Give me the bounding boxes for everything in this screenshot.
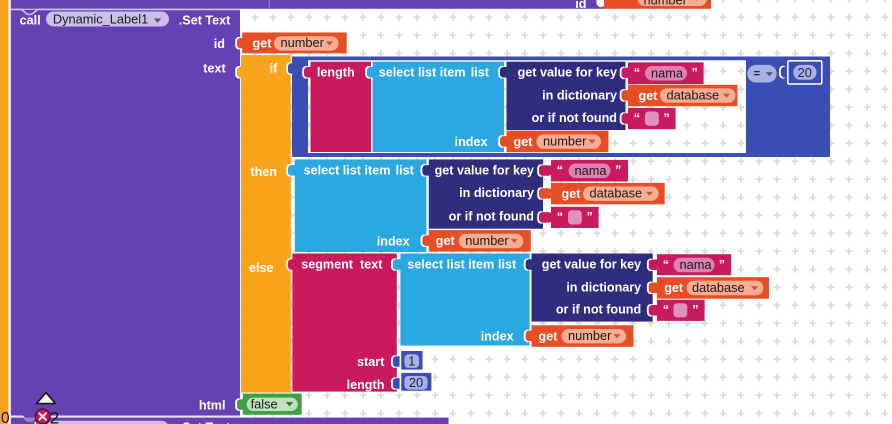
svg-text:number: number	[568, 328, 612, 343]
svg-text:start: start	[357, 355, 385, 369]
svg-text:get value for key: get value for key	[435, 163, 534, 177]
svg-text:call: call	[20, 420, 41, 424]
svg-text:0: 0	[1, 410, 10, 424]
svg-text:get: get	[562, 187, 582, 201]
svg-text:Dynamic_Label1: Dynamic_Label1	[53, 12, 148, 27]
svg-text:nama: nama	[575, 163, 608, 178]
svg-text:select list item: select list item	[379, 66, 466, 80]
svg-text:text: text	[203, 62, 226, 76]
svg-text:number: number	[543, 133, 587, 148]
svg-text:in dictionary: in dictionary	[542, 88, 617, 102]
svg-text:get: get	[539, 329, 559, 343]
svg-text:list: list	[498, 258, 517, 272]
svg-text:or if not found: or if not found	[556, 303, 641, 317]
svg-text:get: get	[664, 281, 684, 295]
svg-text:in dictionary: in dictionary	[566, 280, 641, 294]
svg-text:“: “	[557, 164, 563, 178]
svg-text:html: html	[199, 398, 226, 412]
svg-text:.Set Text: .Set Text	[179, 14, 231, 28]
svg-text:get: get	[514, 135, 534, 149]
svg-text:.Set Text: .Set Text	[179, 420, 231, 424]
svg-text:get value for key: get value for key	[518, 66, 617, 80]
svg-text:select list item: select list item	[407, 258, 494, 272]
svg-text:text: text	[360, 258, 383, 272]
svg-text:“: “	[663, 303, 669, 317]
svg-text:number: number	[644, 0, 688, 8]
svg-text:list: list	[471, 66, 490, 80]
svg-text:nama: nama	[651, 65, 684, 80]
svg-text:”: ”	[692, 66, 698, 80]
svg-text:id: id	[575, 0, 586, 11]
svg-text:number: number	[281, 35, 325, 50]
svg-text:database: database	[692, 280, 745, 295]
svg-text:get value for key: get value for key	[542, 258, 641, 272]
svg-text:then: then	[250, 165, 277, 179]
svg-text:or if not found: or if not found	[449, 209, 534, 223]
svg-text:if: if	[270, 62, 278, 76]
svg-text:length: length	[347, 378, 385, 392]
svg-text:or if not found: or if not found	[532, 111, 617, 125]
svg-text:index: index	[455, 135, 488, 149]
svg-text:number: number	[465, 233, 509, 248]
svg-text:database: database	[667, 87, 720, 102]
svg-text:else: else	[249, 261, 274, 275]
svg-text:id: id	[214, 37, 225, 51]
svg-text:20: 20	[409, 375, 423, 390]
svg-text:”: ”	[664, 111, 670, 125]
svg-text:length: length	[317, 66, 355, 80]
svg-text:get: get	[639, 89, 659, 103]
svg-text:list: list	[396, 163, 415, 177]
svg-text:get: get	[436, 234, 456, 248]
svg-text:“: “	[634, 66, 640, 80]
svg-text:“: “	[634, 111, 640, 125]
svg-text:call: call	[20, 14, 41, 28]
svg-text:in dictionary: in dictionary	[459, 186, 534, 200]
svg-text:index: index	[481, 329, 514, 343]
svg-text:=: =	[754, 68, 760, 80]
svg-text:2: 2	[50, 409, 59, 424]
svg-text:false: false	[251, 397, 278, 412]
svg-text:“: “	[663, 258, 669, 272]
svg-text:segment: segment	[301, 258, 354, 272]
svg-text:index: index	[377, 234, 410, 248]
svg-text:”: ”	[587, 210, 593, 224]
svg-text:“: “	[557, 210, 563, 224]
svg-text:database: database	[590, 186, 643, 201]
svg-text:”: ”	[719, 258, 725, 272]
svg-text:”: ”	[692, 303, 698, 317]
svg-text:1: 1	[408, 353, 415, 368]
svg-text:nama: nama	[680, 257, 713, 272]
svg-text:select list item: select list item	[304, 163, 391, 177]
svg-text:20: 20	[798, 65, 812, 80]
svg-text:”: ”	[615, 164, 621, 178]
svg-text:get: get	[253, 37, 273, 51]
